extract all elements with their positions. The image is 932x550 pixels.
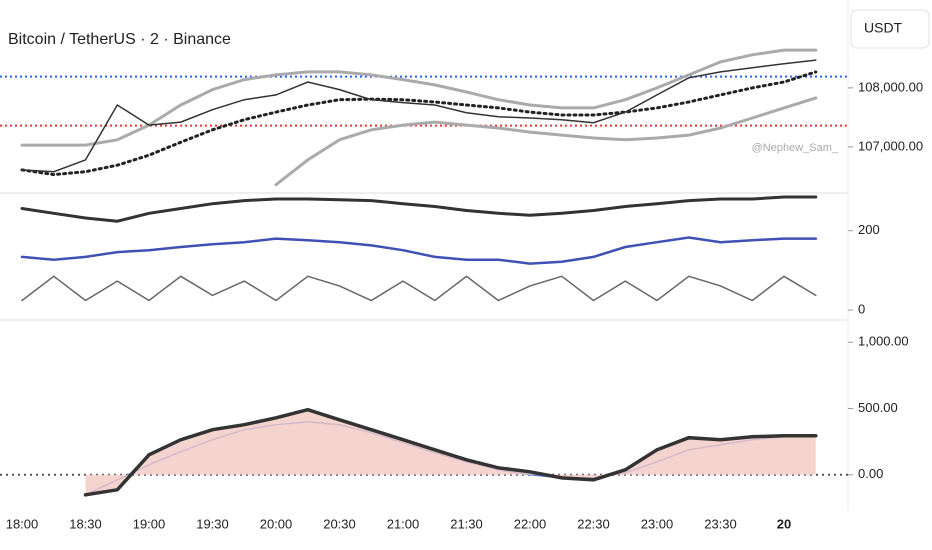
x-tick-label: 20 [777, 516, 791, 531]
series-line [83, 407, 818, 497]
y-tick-label: 0.00 [858, 466, 883, 481]
currency-button[interactable] [850, 9, 930, 49]
area [85, 409, 816, 495]
x-tick-label: 21:30 [450, 516, 483, 531]
x-tick-label: 19:00 [133, 516, 166, 531]
x-tick-label: 18:00 [6, 516, 39, 531]
y-tick-label: 107,000.00 [858, 138, 923, 153]
series-line [20, 48, 818, 147]
x-tick-label: 23:30 [704, 516, 737, 531]
y-tick-label: 108,000.00 [858, 79, 923, 94]
series-line [274, 96, 818, 187]
y-tick-label: 200 [858, 222, 880, 237]
x-tick-label: 21:00 [387, 516, 420, 531]
x-tick-label: 18:30 [69, 516, 102, 531]
y-tick-label: 500.00 [858, 400, 898, 415]
chart-title: Bitcoin / TetherUS · 2 · Binance [8, 31, 231, 48]
x-tick-label: 19:30 [196, 516, 229, 531]
x-tick-label: 22:00 [514, 516, 547, 531]
series-line [20, 70, 818, 177]
series-line [21, 275, 817, 302]
y-tick-label: 0 [858, 302, 865, 317]
x-tick-label: 20:30 [323, 516, 356, 531]
x-tick-label: 22:30 [577, 516, 610, 531]
y-tick-label: 1,000.00 [858, 334, 909, 349]
x-tick-label: 20:00 [260, 516, 293, 531]
series-line [20, 195, 818, 223]
series-line [20, 236, 818, 265]
watermark: @Nephew_Sam_ [752, 142, 839, 154]
x-tick-label: 23:00 [641, 516, 674, 531]
currency-button-label[interactable]: USDT [864, 20, 903, 36]
series-line [21, 59, 817, 173]
